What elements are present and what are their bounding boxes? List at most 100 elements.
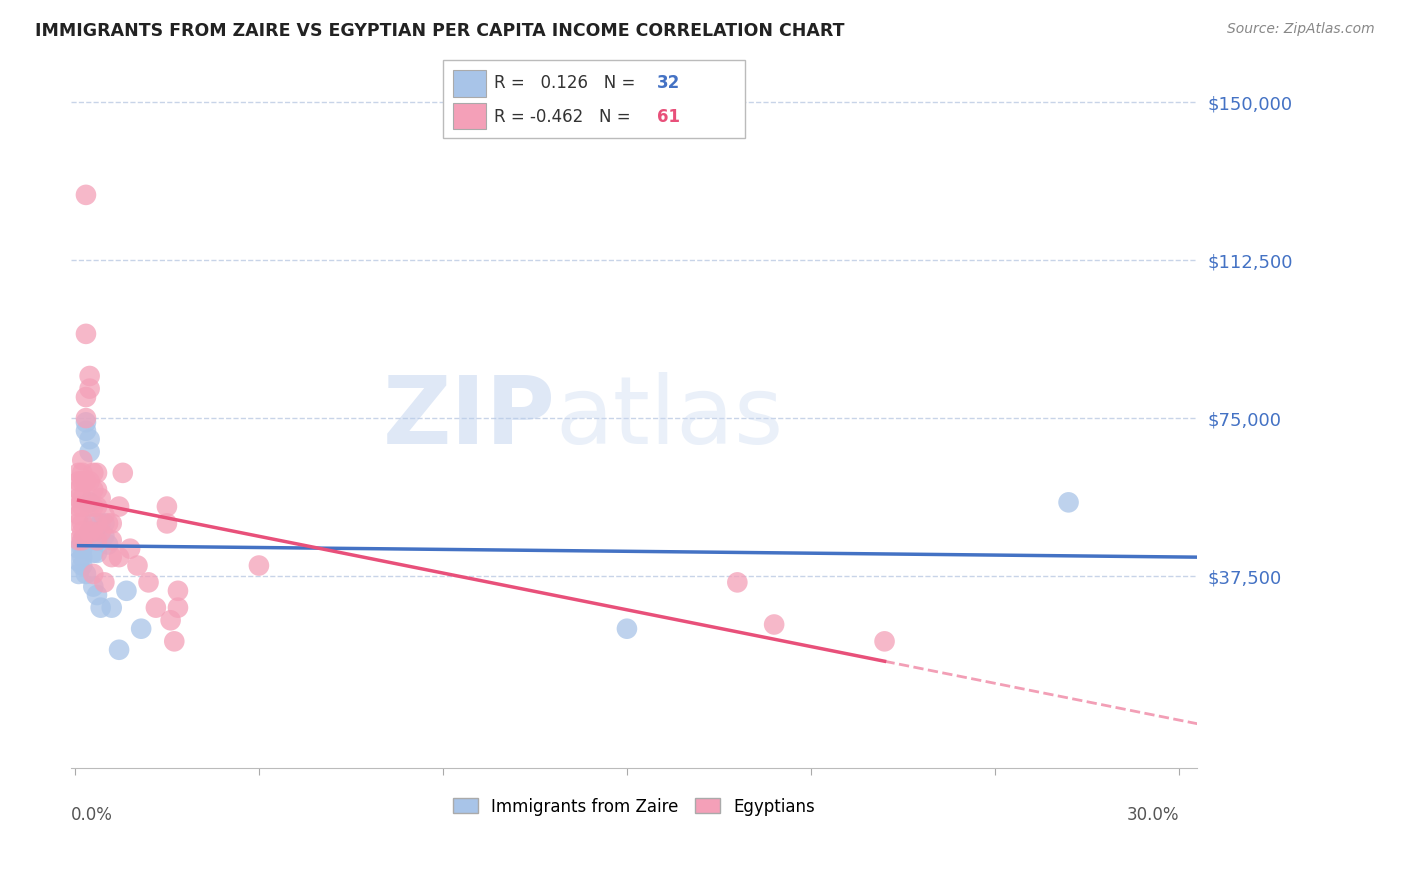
Point [72, 533, 94, 548]
Legend: Immigrants from Zaire, Egyptians: Immigrants from Zaire, Egyptians [446, 791, 823, 822]
Point [79, 500, 101, 514]
Point [79, 524, 101, 539]
Point [67, 466, 90, 480]
Point [725, 575, 748, 590]
Point [86, 516, 108, 531]
Point [67, 566, 90, 581]
Point [86, 466, 108, 480]
Point [97, 516, 120, 531]
Point [72, 491, 94, 505]
Point [75, 424, 97, 438]
Point [67, 508, 90, 522]
Point [72, 541, 94, 556]
Point [79, 432, 101, 446]
Point [90, 491, 112, 505]
Point [247, 558, 270, 573]
Point [156, 500, 179, 514]
Point [129, 622, 152, 636]
Point [100, 533, 122, 548]
Point [79, 382, 101, 396]
Point [86, 546, 108, 560]
Point [86, 533, 108, 548]
Point [82, 580, 104, 594]
Point [1057, 495, 1080, 509]
Point [159, 613, 181, 627]
Point [72, 500, 94, 514]
Point [67, 475, 90, 489]
Point [72, 558, 94, 573]
Point [75, 566, 97, 581]
Point [93, 516, 115, 531]
Point [90, 524, 112, 539]
Point [79, 445, 101, 459]
Text: IMMIGRANTS FROM ZAIRE VS EGYPTIAN PER CAPITA INCOME CORRELATION CHART: IMMIGRANTS FROM ZAIRE VS EGYPTIAN PER CA… [35, 22, 845, 40]
Point [67, 500, 90, 514]
Point [108, 642, 131, 657]
Point [616, 622, 638, 636]
Point [67, 483, 90, 497]
Point [75, 187, 97, 202]
Point [72, 524, 94, 539]
Point [67, 541, 90, 556]
Point [100, 550, 122, 565]
Point [100, 516, 122, 531]
Point [156, 516, 179, 531]
Point [86, 533, 108, 548]
Point [79, 524, 101, 539]
Text: atlas: atlas [555, 372, 783, 464]
Point [79, 475, 101, 489]
Point [72, 516, 94, 531]
Point [873, 634, 896, 648]
Point [86, 588, 108, 602]
Point [82, 466, 104, 480]
Text: ZIP: ZIP [382, 372, 555, 464]
Point [72, 550, 94, 565]
Point [86, 483, 108, 497]
Point [167, 600, 190, 615]
Point [163, 634, 186, 648]
Text: R = -0.462   N =: R = -0.462 N = [494, 108, 636, 126]
Text: 61: 61 [657, 108, 679, 126]
Point [93, 508, 115, 522]
Point [72, 466, 94, 480]
Point [75, 415, 97, 429]
Point [82, 546, 104, 560]
Point [72, 533, 94, 548]
Point [97, 537, 120, 551]
Point [79, 369, 101, 384]
Point [79, 495, 101, 509]
Point [82, 524, 104, 539]
Point [75, 411, 97, 425]
Text: 32: 32 [657, 74, 681, 92]
Point [82, 516, 104, 531]
Point [93, 529, 115, 543]
Y-axis label: Per Capita Income: Per Capita Income [0, 348, 7, 488]
Point [90, 516, 112, 531]
Point [72, 475, 94, 489]
Text: 0.0%: 0.0% [72, 806, 112, 824]
Text: R =   0.126   N =: R = 0.126 N = [494, 74, 640, 92]
Point [120, 541, 142, 556]
Point [90, 600, 112, 615]
Point [115, 583, 138, 598]
Point [75, 533, 97, 548]
Text: 30.0%: 30.0% [1126, 806, 1180, 824]
Point [86, 500, 108, 514]
Point [67, 516, 90, 531]
Point [111, 466, 134, 480]
Point [138, 575, 160, 590]
Point [93, 575, 115, 590]
Text: Source: ZipAtlas.com: Source: ZipAtlas.com [1227, 22, 1375, 37]
Point [108, 550, 131, 565]
Point [82, 566, 104, 581]
Point [75, 326, 97, 341]
Point [67, 533, 90, 548]
Point [72, 453, 94, 467]
Point [108, 500, 131, 514]
Point [763, 617, 786, 632]
Point [75, 390, 97, 404]
Point [100, 600, 122, 615]
Point [75, 475, 97, 489]
Point [82, 500, 104, 514]
Point [82, 483, 104, 497]
